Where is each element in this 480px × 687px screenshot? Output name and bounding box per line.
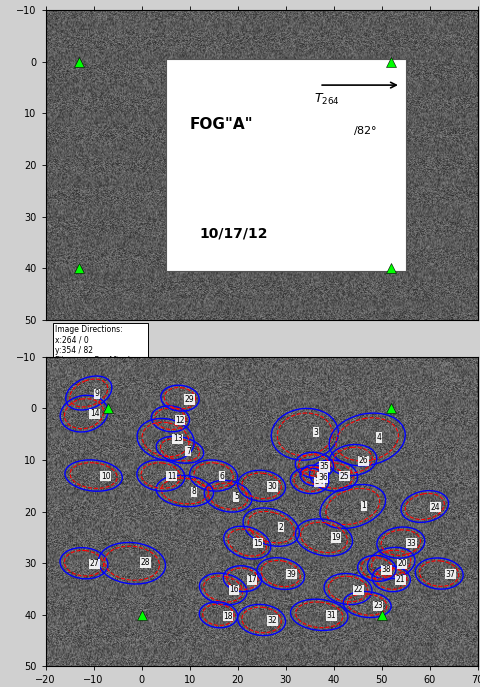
Text: 25: 25 — [340, 472, 349, 481]
Text: 17: 17 — [247, 576, 257, 585]
Text: 39: 39 — [287, 570, 297, 578]
Text: 18: 18 — [223, 611, 233, 620]
Text: 19: 19 — [331, 533, 341, 542]
Text: 35: 35 — [319, 462, 329, 471]
Text: 15: 15 — [253, 539, 263, 548]
Text: $\mathit{T}_{264}$: $\mathit{T}_{264}$ — [314, 92, 340, 107]
Bar — [166, 59, 406, 271]
Text: 20: 20 — [397, 559, 407, 568]
Text: 3: 3 — [313, 428, 318, 437]
Text: 1: 1 — [361, 502, 366, 510]
Text: 9: 9 — [95, 389, 100, 398]
Text: 2: 2 — [278, 523, 283, 532]
Text: 33: 33 — [407, 539, 417, 548]
Text: FOG"A": FOG"A" — [190, 117, 253, 132]
Text: 27: 27 — [90, 559, 100, 568]
Text: 6: 6 — [219, 472, 225, 481]
Text: 29: 29 — [185, 395, 194, 404]
Text: 22: 22 — [354, 585, 363, 594]
Text: 4: 4 — [377, 433, 382, 442]
Text: 8: 8 — [192, 487, 197, 496]
Text: 10: 10 — [101, 472, 110, 481]
Text: 24: 24 — [431, 503, 441, 512]
Text: Image Directions:
x:264 / 0
y:354 / 82
Filename: FogAfinal.scn
Number Objects 40: Image Directions: x:264 / 0 y:354 / 82 F… — [55, 325, 145, 386]
Text: 12: 12 — [175, 416, 185, 425]
Text: 32: 32 — [268, 616, 277, 625]
Text: /82$\degree$: /82$\degree$ — [353, 124, 377, 137]
Text: 14: 14 — [90, 409, 100, 418]
Text: 23: 23 — [373, 601, 383, 610]
Text: 7: 7 — [186, 447, 191, 455]
Text: 21: 21 — [396, 576, 406, 585]
Text: 16: 16 — [229, 585, 239, 594]
Text: 30: 30 — [268, 482, 277, 491]
Text: 11: 11 — [167, 472, 176, 481]
Text: 38: 38 — [382, 565, 391, 574]
Text: 5: 5 — [234, 493, 239, 502]
Text: 26: 26 — [359, 456, 369, 465]
Text: 13: 13 — [173, 434, 182, 443]
Text: 31: 31 — [326, 611, 336, 620]
Text: 37: 37 — [445, 570, 455, 578]
Text: 28: 28 — [140, 558, 150, 567]
Text: 10/17/12: 10/17/12 — [199, 226, 268, 240]
Text: 34: 34 — [314, 477, 324, 486]
Text: 36: 36 — [318, 473, 328, 482]
